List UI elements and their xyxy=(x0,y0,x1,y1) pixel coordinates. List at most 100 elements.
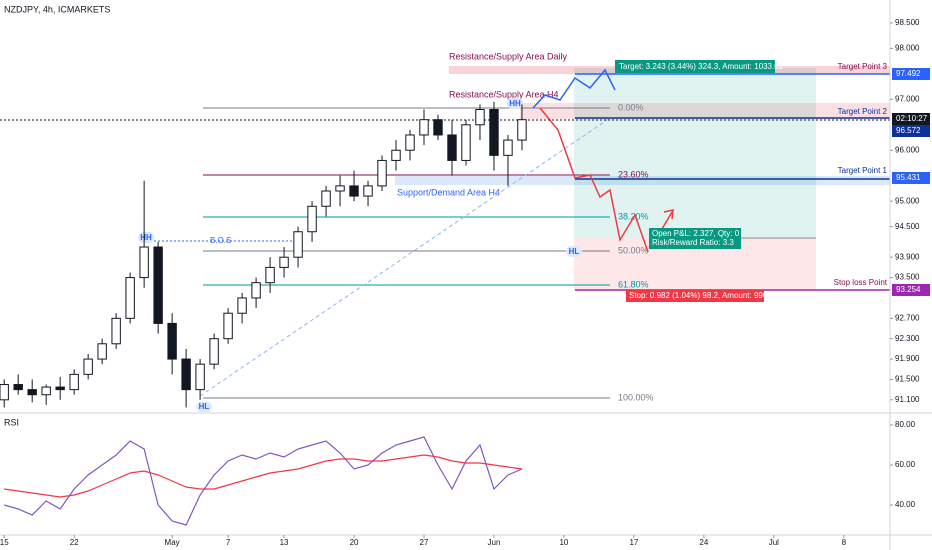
x-tick-label: 10 xyxy=(559,538,568,547)
swing-label: HL xyxy=(199,402,210,411)
candle-body xyxy=(335,185,345,192)
candle-body xyxy=(405,134,415,151)
target-text: Target: 3.243 (3.44%) 324.3, Amount: 103… xyxy=(619,62,784,71)
swing-badge xyxy=(566,246,582,257)
y-tick-label: 40.00 xyxy=(895,500,916,509)
plots: 98.500 98.000 97.000 96.000 95.000 94.500 93.9… xyxy=(0,18,920,547)
y-tick-label: 98.000 xyxy=(895,43,920,52)
candle-body xyxy=(13,384,23,391)
swing-badge xyxy=(507,98,523,109)
target-box xyxy=(615,60,775,73)
candle-body xyxy=(293,231,303,258)
swing-label: HH xyxy=(509,99,521,108)
y-tick-label: 91.100 xyxy=(895,395,920,404)
stop-label: Stop loss Point xyxy=(834,278,888,287)
pnl-text: Open P&L: 2.327, Qty: 0 xyxy=(652,229,740,238)
y-tick-label: 91.900 xyxy=(895,354,920,363)
candle-body xyxy=(209,338,219,365)
fib-label: 38.20% xyxy=(618,211,649,221)
x-tick-label: Jun xyxy=(488,538,501,547)
price-tag-text: 97.492 xyxy=(896,69,921,78)
y-tick-label: 93.500 xyxy=(895,273,920,282)
y-tick-label: 96.000 xyxy=(895,145,920,154)
candle-body xyxy=(517,119,527,141)
rsi-title: RSI xyxy=(4,417,19,427)
stop-text: Stop: 0.982 (1.04%) 98.2, Amount: 990 xyxy=(629,291,768,300)
candle-body xyxy=(377,159,387,187)
price-tag-text: 96.572 xyxy=(896,126,921,135)
zone-label: Support/Demand Area H4 xyxy=(397,187,500,197)
support-zone xyxy=(395,176,890,185)
candle-body xyxy=(237,297,247,314)
candle-body xyxy=(97,343,107,360)
price-tag xyxy=(892,284,930,296)
pnl-text: Risk/Reward Ratio: 3.3 xyxy=(652,238,734,247)
x-tick-label: 20 xyxy=(350,538,359,547)
candle-body xyxy=(349,185,359,197)
x-tick-label: 8 xyxy=(842,538,847,547)
zone-label: Resistance/Supply Area H4 xyxy=(449,89,559,99)
candle-body xyxy=(223,312,233,340)
fib-label: 61.80% xyxy=(618,279,649,289)
y-tick-label: 92.700 xyxy=(895,313,920,322)
zone-label: Resistance/Supply Area Daily xyxy=(449,51,568,61)
trend-line xyxy=(199,117,611,397)
candle-body xyxy=(447,134,457,161)
swing-badge xyxy=(196,402,212,412)
stop-box xyxy=(626,290,764,302)
candle-body xyxy=(27,389,37,396)
candle-body xyxy=(139,246,149,279)
candle-body xyxy=(279,256,289,268)
fib-label: 100.00% xyxy=(618,392,654,402)
pnl-box xyxy=(649,228,741,249)
price-tag xyxy=(892,68,930,80)
fib-label: 50.00% xyxy=(618,245,649,255)
candle-body xyxy=(167,322,177,360)
swing-badge xyxy=(138,232,154,243)
candle-body xyxy=(419,119,429,136)
y-tick-label: 95.000 xyxy=(895,196,920,205)
target-label: Target Point 2 xyxy=(838,107,888,116)
candle-body xyxy=(195,363,205,391)
candle-body xyxy=(83,358,93,375)
y-tick-label: 94.500 xyxy=(895,222,920,231)
projection-up xyxy=(532,68,616,109)
candle-body xyxy=(475,109,485,126)
bos-label: B.O.S xyxy=(210,236,231,245)
x-tick-label: 22 xyxy=(70,538,79,547)
series-line xyxy=(4,454,523,498)
candle-body xyxy=(69,373,79,391)
candle-body xyxy=(363,185,373,197)
y-tick-label: 92.300 xyxy=(895,334,920,343)
x-tick-label: 17 xyxy=(629,538,638,547)
y-tick-label: 91.500 xyxy=(895,375,920,384)
candle-body xyxy=(125,277,135,319)
arrow-head xyxy=(663,209,674,220)
target-label: Target Point 1 xyxy=(838,166,888,175)
y-tick-label: 80.00 xyxy=(895,420,916,429)
candle-body xyxy=(55,386,65,391)
x-tick-label: 24 xyxy=(699,538,708,547)
price-tag-text: 93.254 xyxy=(896,285,921,294)
y-tick-label: 97.000 xyxy=(895,94,920,103)
swing-label: HH xyxy=(140,233,152,242)
price-tag xyxy=(892,125,930,137)
candle-body xyxy=(503,139,513,156)
candle-body xyxy=(181,358,191,391)
series-line xyxy=(4,436,523,526)
candle-body xyxy=(265,266,275,284)
projection-down xyxy=(539,107,649,253)
candle-body xyxy=(461,124,471,161)
fib-label: 23.60% xyxy=(618,169,649,179)
resistance-h4-zone xyxy=(520,103,890,119)
price-tag xyxy=(892,172,930,184)
candle-body xyxy=(153,246,163,324)
symbol-header: NZDJPY, 4h, ICMARKETS xyxy=(4,4,110,14)
x-tick-label: Jul xyxy=(769,538,779,547)
candle-body xyxy=(111,317,121,345)
candle-body xyxy=(0,384,9,401)
fib-label: 0.00% xyxy=(618,102,644,112)
candle-body xyxy=(251,282,261,299)
target-label: Target Point 3 xyxy=(838,62,888,71)
